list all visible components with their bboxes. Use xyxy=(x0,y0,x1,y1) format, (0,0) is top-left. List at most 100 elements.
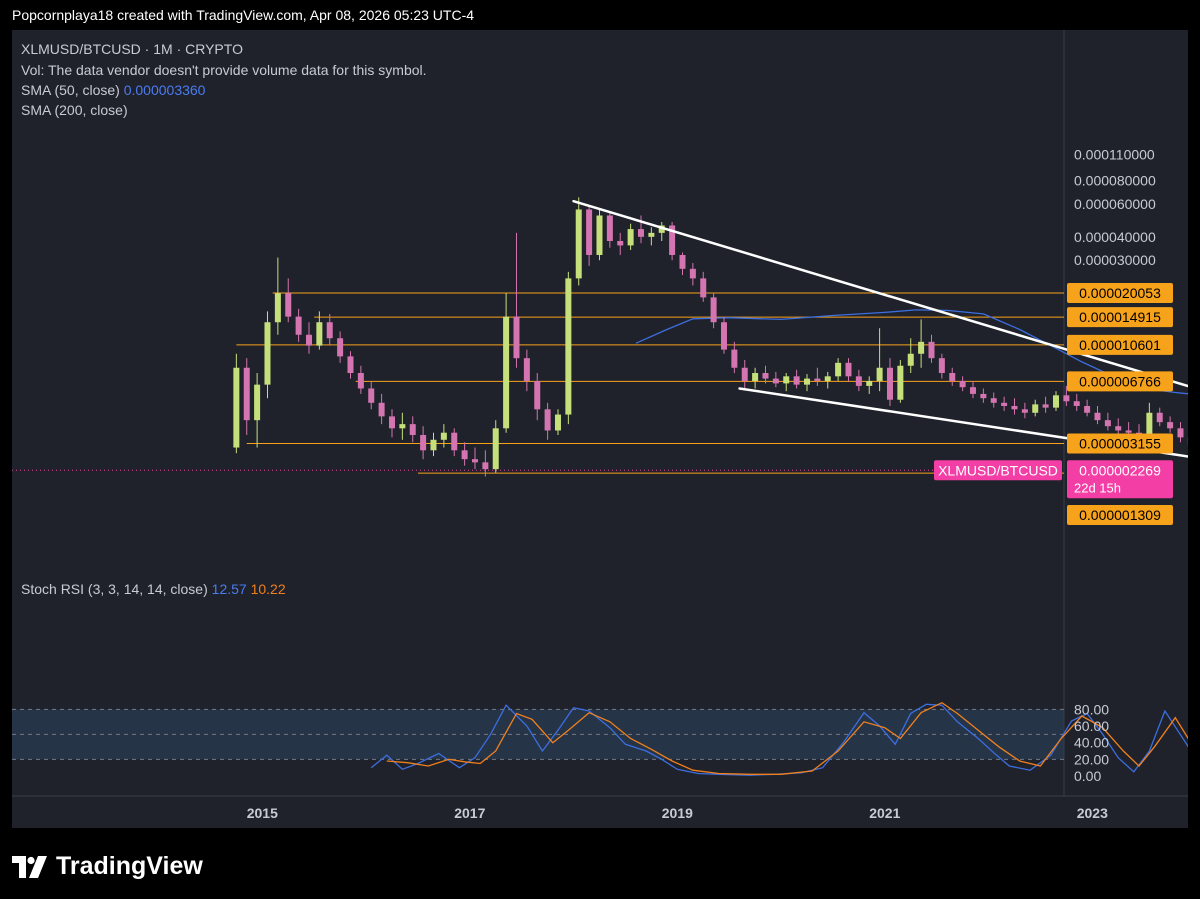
candle xyxy=(409,416,416,443)
candle-body xyxy=(378,402,385,417)
candle-body xyxy=(326,322,333,339)
candle-body xyxy=(440,432,447,440)
level-price-label: 0.000020053 xyxy=(1079,285,1161,301)
candle xyxy=(606,212,613,248)
footer: TradingView xyxy=(0,828,1200,899)
candle xyxy=(918,319,925,368)
candle-body xyxy=(855,376,862,386)
candle-body xyxy=(606,215,613,242)
candle-body xyxy=(1125,430,1132,433)
candle xyxy=(969,380,976,399)
chart-area[interactable]: 0.000110000 0.000080000 0.000060000 0.00004… xyxy=(12,30,1188,828)
candle xyxy=(326,313,333,346)
stoch-legend[interactable]: Stoch RSI (3, 3, 14, 14, close) 12.57 10… xyxy=(21,581,286,597)
candle-body xyxy=(295,316,302,335)
candle xyxy=(793,369,800,389)
candle-body xyxy=(430,439,437,451)
candle xyxy=(938,353,945,379)
sma50-legend[interactable]: SMA (50, close) 0.000003360 xyxy=(21,82,205,98)
candle xyxy=(378,393,385,425)
candle xyxy=(866,376,873,394)
candle xyxy=(949,367,956,386)
candle-body xyxy=(980,393,987,399)
candle-body xyxy=(762,373,769,379)
candle-body xyxy=(254,384,261,421)
candle xyxy=(1073,393,1080,412)
candle-body xyxy=(420,434,427,451)
candle xyxy=(803,374,810,392)
candle xyxy=(243,358,250,435)
sma50-value: 0.000003360 xyxy=(123,82,206,98)
level-price-tag xyxy=(1067,505,1173,525)
price-tick-label: 0.000110000 xyxy=(1074,147,1155,163)
candle-body xyxy=(1063,395,1070,402)
candle xyxy=(1042,396,1049,413)
candle xyxy=(710,293,717,329)
time-tick-label: 2019 xyxy=(662,805,693,821)
price-tick-label: 0.000030000 xyxy=(1074,252,1156,268)
candle xyxy=(492,420,499,473)
candle xyxy=(814,367,821,386)
level-price-label: 0.000006766 xyxy=(1079,373,1161,389)
candle xyxy=(617,232,624,255)
candle xyxy=(347,351,354,379)
candle-body xyxy=(575,209,582,279)
candle xyxy=(1084,399,1091,417)
candle xyxy=(752,367,759,389)
candle-body xyxy=(969,387,976,394)
current-price-tag xyxy=(1067,460,1173,499)
candle xyxy=(420,426,427,460)
candle-body xyxy=(752,373,759,381)
candle xyxy=(1115,418,1122,435)
volume-note: Vol: The data vendor doesn't provide vol… xyxy=(21,62,427,78)
candle xyxy=(1156,407,1163,427)
candle xyxy=(305,322,312,354)
stoch-tick-label: 60.00 xyxy=(1074,718,1109,734)
candle-body xyxy=(700,278,707,298)
tradingview-logo[interactable]: TradingView xyxy=(12,852,203,881)
candle-body xyxy=(471,459,478,463)
candle xyxy=(1104,412,1111,431)
candle-body xyxy=(1001,402,1008,406)
candle-body xyxy=(793,376,800,385)
level-price-tag xyxy=(1067,371,1173,392)
candle-body xyxy=(368,388,375,403)
candle xyxy=(1177,422,1184,443)
candle-body xyxy=(1104,420,1111,427)
candle-body xyxy=(1156,412,1163,423)
sma200-label: SMA (200, close) xyxy=(21,102,128,118)
candle xyxy=(876,328,883,392)
candle xyxy=(295,308,302,342)
candle xyxy=(461,442,468,466)
candle-body xyxy=(648,232,655,237)
candle xyxy=(440,424,447,448)
candle xyxy=(316,311,323,350)
candle xyxy=(679,252,686,276)
candle xyxy=(990,392,997,408)
candle-body xyxy=(824,376,831,381)
level-price-label: 0.000010601 xyxy=(1079,337,1161,353)
candle-body xyxy=(482,462,489,470)
candle xyxy=(1021,402,1028,419)
candle xyxy=(627,223,634,251)
candle-body xyxy=(783,376,790,384)
candle xyxy=(451,428,458,457)
stoch-tick-label: 80.00 xyxy=(1074,701,1109,717)
candle-body xyxy=(534,380,541,410)
candle-body xyxy=(637,229,644,237)
level-price-label: 0.000003155 xyxy=(1079,435,1161,451)
candle-body xyxy=(938,358,945,374)
chart-svg[interactable]: 0.000110000 0.000080000 0.000060000 0.00004… xyxy=(12,30,1188,828)
candle-body xyxy=(1073,401,1080,406)
current-price-label: 0.000002269 xyxy=(1079,462,1161,478)
candle xyxy=(534,373,541,421)
candle xyxy=(731,341,738,374)
level-price-tag xyxy=(1067,433,1173,454)
candle-body xyxy=(1084,405,1091,413)
candle-body xyxy=(285,293,292,317)
candle-body xyxy=(1042,404,1049,408)
candle-body xyxy=(710,297,717,323)
sma200-legend[interactable]: SMA (200, close) xyxy=(21,102,128,118)
symbol-line[interactable]: XLMUSD/BTCUSD · 1M · CRYPTO xyxy=(21,41,243,57)
level-price-tag xyxy=(1067,307,1173,328)
